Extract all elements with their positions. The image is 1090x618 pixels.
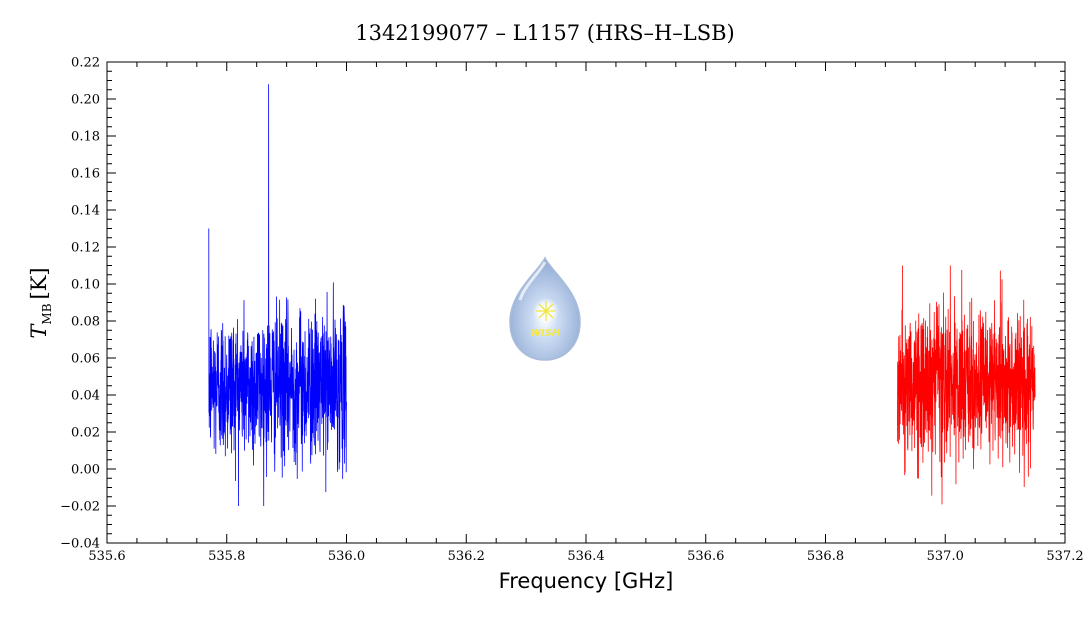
y-axis-label: TMB [K] [27, 267, 54, 338]
y-tick-label: 0.18 [71, 130, 100, 145]
x-tick-labels: 535.6 535.8 536.0 536.2 536.4 536.6 536.8 537.0… [88, 549, 1083, 564]
y-tick-label: 0.02 [71, 426, 100, 441]
axis-ticks [106, 61, 1066, 544]
y-tick-label: 0.14 [71, 204, 100, 219]
x-tick-label: 535.8 [208, 549, 245, 564]
x-tick-label: 536.8 [807, 549, 844, 564]
y-tick-label: 0.00 [71, 463, 100, 478]
plot-frame [106, 61, 1066, 544]
y-tick-label: 0.20 [71, 93, 100, 108]
y-tick-label: −0.02 [60, 500, 100, 515]
y-tick-label: 0.12 [71, 241, 100, 256]
chart-title: 1342199077 – L1157 (HRS–H–LSB) [355, 21, 735, 45]
series-line-blue [208, 84, 347, 507]
x-tick-label: 536.6 [687, 549, 724, 564]
y-tick-labels: −0.04 −0.02 0.00 0.02 0.04 0.06 0.08 0.10 0.12 0.… [60, 56, 100, 552]
wish-logo-text: WISH [530, 328, 561, 339]
y-tick-label: −0.04 [60, 537, 100, 552]
y-tick-label: 0.10 [71, 278, 100, 293]
y-tick-label: 0.16 [71, 167, 100, 182]
y-axis-symbol: T [27, 323, 51, 339]
x-tick-label: 537.0 [927, 549, 964, 564]
x-tick-label: 535.6 [88, 549, 125, 564]
y-tick-label: 0.08 [71, 315, 100, 330]
x-tick-label: 537.2 [1046, 549, 1083, 564]
y-tick-label: 0.04 [71, 389, 100, 404]
x-tick-label: 536.0 [328, 549, 365, 564]
svg-text:TMB[K]: TMB [K] [27, 267, 54, 338]
series-line-red [896, 265, 1036, 505]
y-axis-unit: [K] [27, 267, 51, 299]
x-tick-label: 536.4 [567, 549, 604, 564]
wish-logo: WISH [509, 256, 581, 361]
x-axis-label: Frequency [GHz] [499, 569, 674, 593]
y-axis-subscript: MB [40, 303, 54, 324]
star-icon [536, 301, 556, 321]
y-tick-label: 0.22 [71, 56, 100, 71]
x-tick-label: 536.2 [448, 549, 485, 564]
y-tick-label: 0.06 [71, 352, 100, 367]
